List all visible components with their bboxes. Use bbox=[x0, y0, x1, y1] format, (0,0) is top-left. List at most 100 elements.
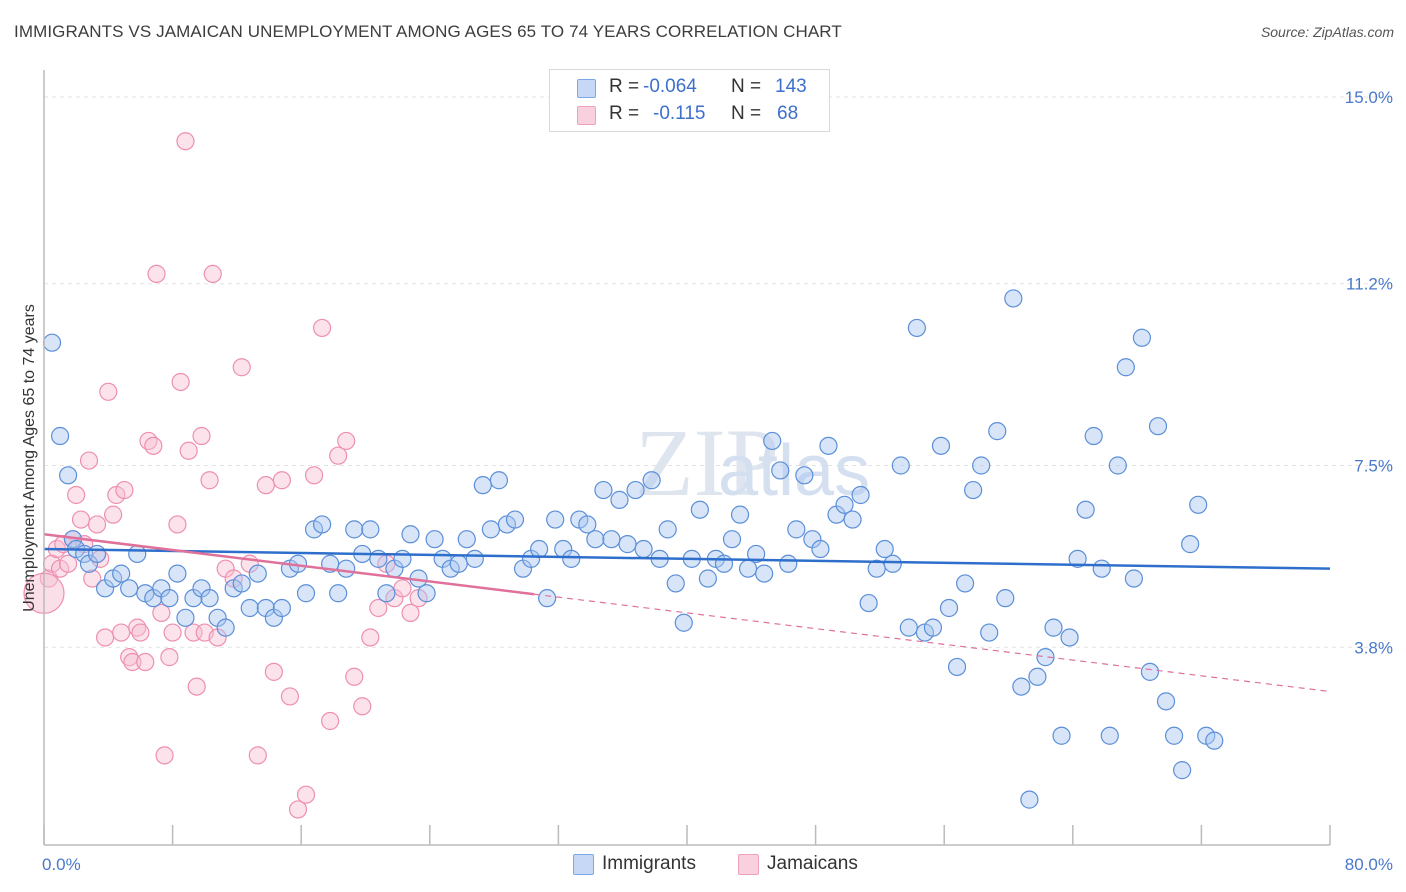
data-point bbox=[67, 485, 86, 505]
data-point bbox=[1156, 692, 1176, 711]
data-point bbox=[1004, 289, 1023, 308]
data-point bbox=[851, 485, 870, 505]
data-point bbox=[955, 574, 975, 593]
data-point bbox=[79, 451, 99, 470]
legend-n-label: N = bbox=[731, 76, 762, 97]
data-point bbox=[361, 628, 380, 647]
data-point bbox=[988, 422, 1007, 441]
legend-r-label: R = bbox=[609, 76, 640, 97]
data-point bbox=[296, 785, 316, 804]
immigrants-trend-line bbox=[43, 547, 1331, 570]
data-point bbox=[1100, 726, 1119, 745]
data-point bbox=[401, 603, 420, 623]
legend-n-label: N = bbox=[731, 103, 762, 124]
data-point bbox=[891, 456, 910, 475]
jamaicans-trend-extension bbox=[534, 593, 1331, 693]
data-point bbox=[666, 574, 685, 593]
data-point bbox=[931, 436, 951, 455]
data-point bbox=[899, 618, 918, 637]
data-point bbox=[481, 520, 500, 539]
data-point bbox=[280, 687, 300, 706]
data-point bbox=[771, 461, 790, 480]
data-point bbox=[562, 549, 581, 568]
data-point bbox=[203, 264, 222, 283]
data-point bbox=[112, 623, 131, 642]
data-point bbox=[1173, 761, 1192, 780]
data-point bbox=[586, 530, 605, 549]
data-point bbox=[288, 800, 308, 819]
data-point bbox=[248, 746, 267, 765]
data-point bbox=[59, 466, 78, 485]
data-point bbox=[112, 564, 131, 583]
data-point bbox=[835, 495, 854, 514]
data-point bbox=[1092, 559, 1111, 578]
data-point bbox=[996, 589, 1015, 608]
data-point bbox=[626, 480, 645, 500]
data-point bbox=[179, 441, 198, 460]
chart-title: IMMIGRANTS VS JAMAICAN UNEMPLOYMENT AMON… bbox=[14, 22, 842, 41]
data-point bbox=[155, 746, 174, 765]
data-point bbox=[1084, 426, 1103, 446]
series-legend: Immigrants Jamaicans bbox=[0, 852, 1406, 878]
data-point bbox=[337, 559, 356, 578]
jamaicans-trend-line bbox=[43, 533, 535, 596]
data-point bbox=[449, 554, 468, 573]
data-point bbox=[187, 677, 206, 696]
data-point bbox=[1020, 790, 1039, 809]
data-point bbox=[115, 480, 134, 500]
watermark-atlas: atlas bbox=[718, 431, 870, 511]
data-point bbox=[232, 358, 251, 377]
data-point bbox=[1036, 648, 1055, 667]
data-point bbox=[1124, 569, 1143, 588]
immigrants-points bbox=[42, 289, 1224, 809]
data-point bbox=[200, 471, 219, 490]
data-point bbox=[128, 544, 147, 564]
data-point bbox=[192, 426, 211, 446]
data-point bbox=[714, 554, 734, 573]
data-point bbox=[722, 530, 742, 549]
data-point bbox=[1189, 495, 1208, 514]
data-point bbox=[1164, 726, 1184, 745]
data-point bbox=[1116, 358, 1135, 377]
data-point bbox=[690, 500, 709, 519]
data-point bbox=[843, 510, 862, 529]
data-point bbox=[87, 544, 107, 564]
data-point bbox=[176, 608, 195, 627]
data-point bbox=[272, 598, 292, 618]
data-point bbox=[171, 372, 190, 392]
data-point bbox=[457, 530, 476, 549]
data-point bbox=[160, 648, 179, 667]
legend-r-value: -0.115 bbox=[653, 103, 706, 124]
data-point bbox=[42, 333, 62, 352]
data-point bbox=[95, 628, 115, 647]
data-point bbox=[417, 584, 436, 603]
data-point bbox=[248, 564, 267, 583]
data-point bbox=[1068, 549, 1087, 568]
data-point bbox=[980, 623, 999, 642]
data-point bbox=[779, 554, 798, 573]
data-point bbox=[811, 539, 830, 559]
grid-lines bbox=[44, 96, 1392, 648]
legend-label-jamaicans: Jamaicans bbox=[767, 853, 858, 874]
data-point bbox=[71, 510, 91, 529]
data-point bbox=[698, 569, 717, 588]
y-tick-labels: 3.8% 7.5% 11.2% 15.0% bbox=[1345, 88, 1393, 657]
data-point bbox=[50, 426, 70, 446]
data-point bbox=[232, 574, 251, 593]
data-point bbox=[972, 456, 991, 475]
y-tick-label: 3.8% bbox=[1354, 638, 1393, 657]
data-point bbox=[321, 711, 340, 731]
data-point bbox=[163, 623, 182, 642]
data-point bbox=[1108, 456, 1127, 475]
data-point bbox=[401, 525, 420, 544]
y-tick-label: 11.2% bbox=[1346, 275, 1393, 294]
y-tick-label: 7.5% bbox=[1354, 457, 1393, 476]
data-point bbox=[176, 132, 195, 151]
data-point bbox=[377, 584, 396, 603]
data-point bbox=[296, 584, 316, 603]
data-point bbox=[1012, 677, 1031, 696]
data-point bbox=[795, 466, 814, 485]
data-point bbox=[99, 382, 118, 401]
data-point bbox=[353, 697, 372, 716]
x-tick-label: 0.0% bbox=[42, 855, 81, 874]
